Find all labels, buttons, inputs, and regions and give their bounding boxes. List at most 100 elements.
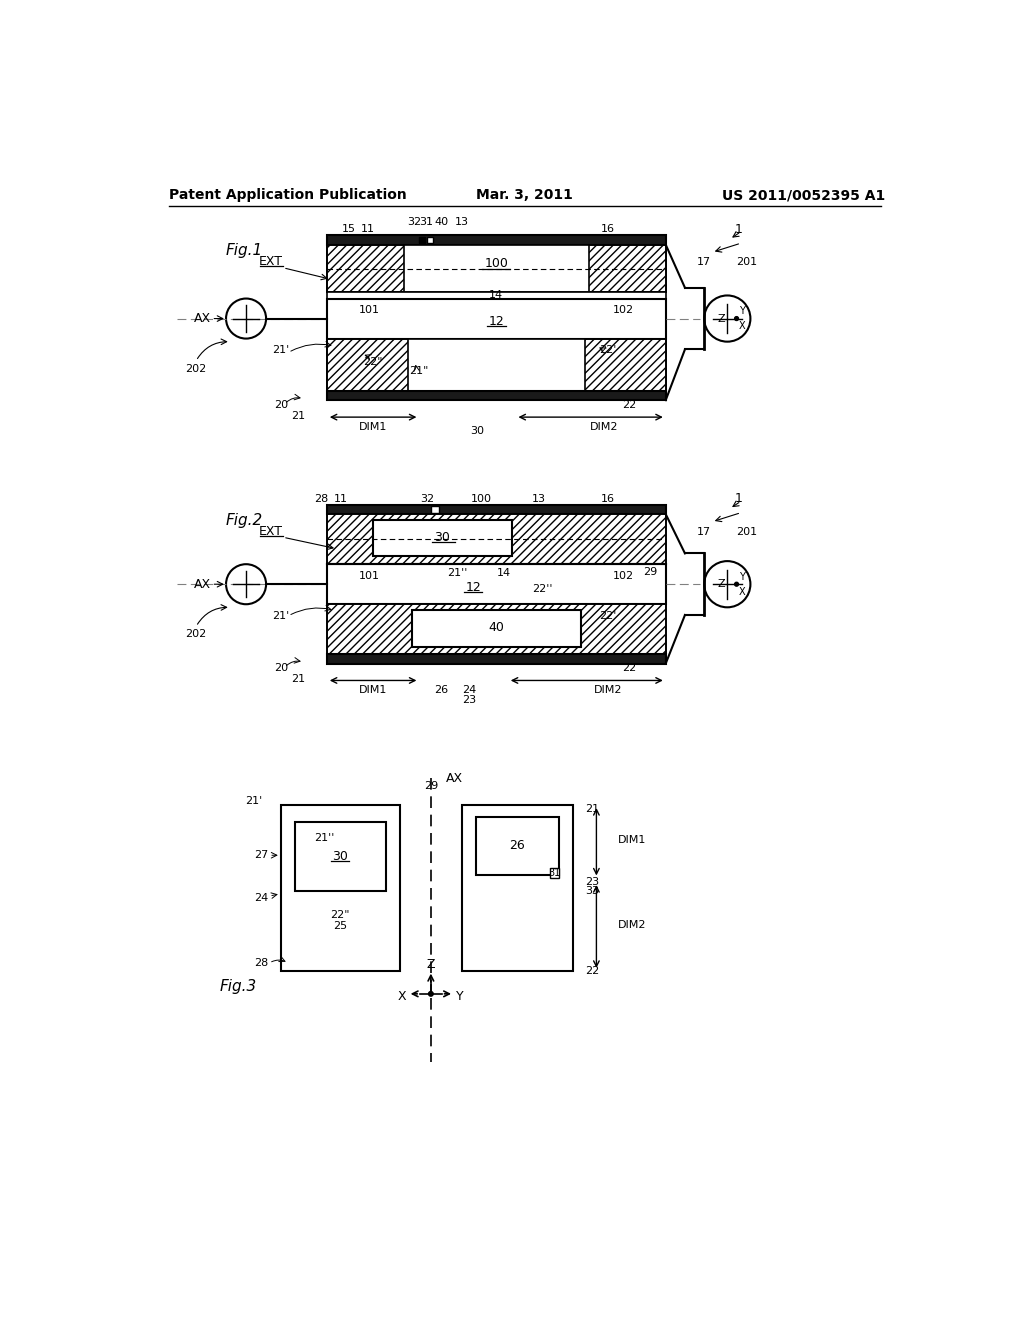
Text: AX: AX [194, 578, 211, 591]
Text: 28: 28 [314, 494, 329, 504]
Text: US 2011/0052395 A1: US 2011/0052395 A1 [722, 189, 885, 202]
Bar [327, 293, 666, 298]
Text: 30: 30 [470, 426, 484, 436]
Text: 17: 17 [697, 527, 712, 537]
Text: Y: Y [457, 990, 464, 1003]
Text: 30: 30 [332, 850, 348, 863]
Text: DIM2: DIM2 [617, 920, 646, 929]
Text: Z: Z [427, 958, 435, 972]
Text: Patent Application Publication: Patent Application Publication [169, 189, 407, 202]
Bar [419, 238, 425, 243]
Circle shape [226, 564, 266, 605]
Text: Fig.2: Fig.2 [226, 512, 263, 528]
Text: 31: 31 [549, 869, 561, 878]
Text: 11: 11 [360, 224, 375, 234]
Text: 21: 21 [292, 411, 305, 421]
Text: 16: 16 [601, 224, 615, 234]
Bar [327, 339, 666, 391]
Text: 21': 21' [272, 345, 290, 355]
Bar [327, 391, 666, 400]
Text: Fig.3: Fig.3 [220, 978, 257, 994]
Text: 202: 202 [185, 630, 207, 639]
Bar [475, 817, 559, 875]
Bar [462, 805, 573, 970]
Circle shape [734, 582, 738, 586]
Text: X: X [738, 321, 745, 331]
Bar [295, 822, 386, 891]
Bar [327, 506, 666, 515]
Text: 21'': 21'' [447, 569, 468, 578]
Text: 32: 32 [420, 494, 434, 504]
Text: 22': 22' [599, 611, 616, 620]
Text: 26: 26 [509, 838, 525, 851]
Bar [403, 244, 589, 293]
Bar [589, 244, 666, 293]
Text: 20: 20 [273, 663, 288, 673]
Text: 22: 22 [586, 966, 600, 975]
Bar [327, 605, 666, 655]
Text: 100: 100 [484, 257, 508, 271]
Text: Y: Y [739, 572, 744, 582]
Bar [550, 869, 559, 878]
Text: 22'': 22'' [532, 583, 553, 594]
Text: EXT: EXT [259, 524, 283, 537]
Text: X: X [738, 587, 745, 597]
Text: 22": 22" [364, 356, 383, 367]
Text: 201: 201 [736, 257, 757, 268]
Text: 20: 20 [273, 400, 288, 409]
Text: 12: 12 [465, 581, 481, 594]
Text: X: X [397, 990, 406, 1003]
Bar [373, 520, 512, 557]
Text: 21: 21 [586, 804, 600, 814]
Text: 16: 16 [601, 494, 615, 504]
Text: 102: 102 [612, 305, 634, 315]
Text: 101: 101 [358, 570, 380, 581]
Text: 32: 32 [407, 216, 421, 227]
Bar [327, 564, 666, 605]
Text: 40: 40 [434, 216, 449, 227]
Bar [327, 339, 408, 391]
Bar [412, 610, 581, 647]
Text: Y: Y [739, 306, 744, 315]
Bar [327, 244, 403, 293]
Bar [327, 298, 666, 339]
Text: 15: 15 [341, 224, 355, 234]
Text: 24: 24 [462, 685, 476, 696]
Text: 100: 100 [470, 494, 492, 504]
Text: 22: 22 [623, 663, 637, 673]
Text: Z: Z [718, 314, 725, 323]
Text: DIM1: DIM1 [617, 834, 646, 845]
Bar [427, 238, 433, 243]
Bar [408, 339, 585, 391]
Text: 14: 14 [497, 569, 511, 578]
Bar [327, 515, 666, 564]
Text: AX: AX [446, 772, 464, 785]
Text: EXT: EXT [259, 255, 283, 268]
Text: 12: 12 [488, 315, 504, 329]
Text: 23: 23 [586, 878, 600, 887]
Text: 23: 23 [462, 694, 476, 705]
Text: 22: 22 [623, 400, 637, 409]
Bar [327, 605, 666, 655]
Text: 17: 17 [697, 257, 712, 268]
Text: DIM2: DIM2 [590, 422, 618, 432]
Text: 1: 1 [735, 223, 742, 236]
Text: 28: 28 [254, 958, 268, 968]
Text: 14: 14 [489, 290, 504, 301]
Bar [281, 805, 400, 970]
Text: DIM2: DIM2 [594, 685, 623, 696]
Text: 31: 31 [419, 216, 433, 227]
Text: 201: 201 [736, 527, 757, 537]
Text: 21'': 21'' [314, 833, 335, 842]
Text: Z: Z [718, 579, 725, 589]
Bar [327, 339, 666, 391]
Text: DIM1: DIM1 [359, 422, 387, 432]
Bar [327, 244, 666, 293]
Text: AX: AX [194, 312, 211, 325]
Bar [585, 339, 666, 391]
Text: 26: 26 [434, 685, 447, 696]
Text: 102: 102 [612, 570, 634, 581]
Circle shape [226, 298, 266, 339]
Text: 40: 40 [488, 620, 504, 634]
Text: 29: 29 [643, 566, 657, 577]
